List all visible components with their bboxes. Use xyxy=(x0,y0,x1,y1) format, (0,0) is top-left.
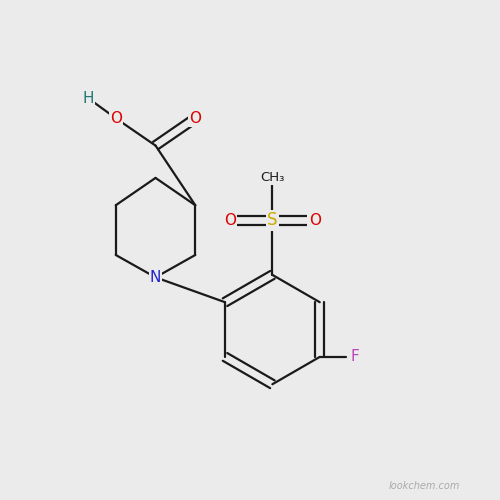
Text: lookchem.com: lookchem.com xyxy=(388,481,460,491)
Text: F: F xyxy=(350,350,359,364)
Text: S: S xyxy=(267,211,278,229)
Text: CH₃: CH₃ xyxy=(260,172,284,184)
Text: N: N xyxy=(150,270,161,285)
Text: O: O xyxy=(224,212,236,228)
Text: O: O xyxy=(190,110,202,126)
Text: O: O xyxy=(110,110,122,126)
Text: H: H xyxy=(82,91,94,106)
Text: O: O xyxy=(308,212,320,228)
